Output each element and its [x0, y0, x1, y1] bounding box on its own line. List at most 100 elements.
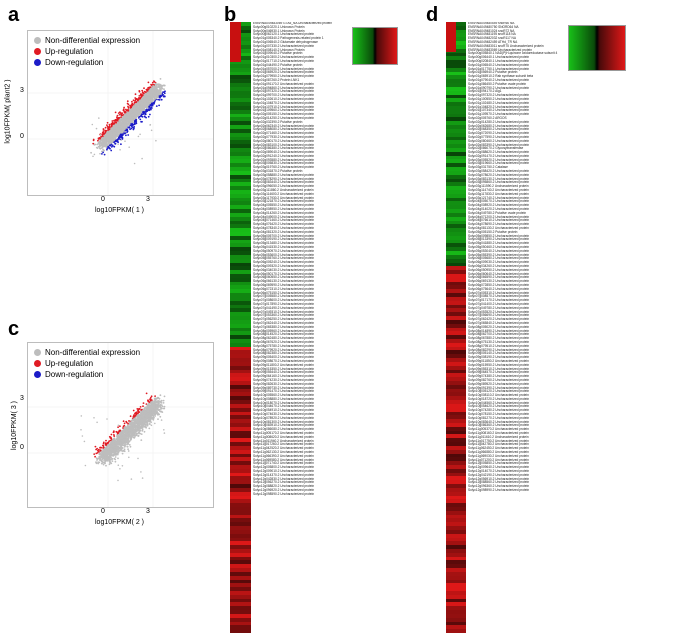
- heatmap-cell: [230, 37, 251, 42]
- scatter-point: [117, 134, 120, 137]
- scatter-point: [148, 105, 151, 108]
- scatter-point: [90, 151, 92, 154]
- scatter-point: [118, 121, 121, 123]
- heatmap-cell: [230, 304, 251, 309]
- scatter-point: [126, 426, 129, 429]
- scatter-point: [138, 99, 141, 102]
- scatter-point: [125, 440, 128, 443]
- scatter-point: [116, 123, 119, 126]
- scatter-point: [111, 460, 114, 462]
- scatter-point: [97, 448, 100, 451]
- scatter-point: [141, 157, 143, 160]
- heatmap-cell: [230, 358, 251, 363]
- scatter-point: [140, 96, 142, 99]
- scatter-point: [100, 135, 102, 138]
- scatter-point: [149, 113, 151, 116]
- scatter-point: [126, 443, 128, 445]
- scatter-point: [102, 128, 105, 131]
- heatmap-cell: [230, 247, 251, 252]
- scatter-point: [160, 407, 163, 410]
- scatter-point: [140, 426, 143, 429]
- scatter-point: [111, 441, 114, 443]
- scatter-point: [159, 78, 162, 80]
- scatter-point: [118, 116, 121, 119]
- scatter-point: [144, 112, 147, 115]
- scatter-point: [117, 444, 120, 446]
- scatter-point: [100, 150, 103, 153]
- scatter-point: [129, 415, 132, 418]
- scatter-point: [100, 459, 102, 462]
- scatter-point: [135, 434, 138, 436]
- scatter-point: [155, 397, 158, 400]
- heatmap-cell: [230, 365, 251, 370]
- scatter-point: [115, 449, 117, 452]
- scatter-point: [159, 400, 162, 403]
- scatter-point: [153, 92, 156, 95]
- scatter-point: [133, 436, 136, 439]
- scatter-point: [144, 412, 146, 414]
- scatter-point: [160, 400, 163, 402]
- scatter-point: [117, 424, 120, 427]
- heatmap-cell: [230, 48, 251, 54]
- scatter-point: [123, 448, 126, 451]
- scatter-point: [152, 418, 155, 421]
- scatter-point: [121, 450, 124, 452]
- heatmap-cell: [230, 212, 251, 218]
- heatmap-cell: [230, 316, 251, 321]
- scatter-point: [156, 86, 159, 89]
- heatmap-cell: [230, 163, 251, 168]
- scatter-point: [130, 478, 133, 480]
- heatmap-cell: [230, 209, 251, 214]
- heatmap-cell: [230, 109, 251, 115]
- scatter-point: [144, 91, 147, 93]
- scatter-point: [110, 444, 113, 447]
- legend-dot-nondiff: [34, 37, 41, 44]
- scatter-point: [153, 90, 155, 93]
- scatter-point: [143, 106, 146, 109]
- heatmap-cell: [230, 361, 251, 367]
- scatter-point: [95, 127, 98, 130]
- scatter-point: [147, 405, 150, 408]
- scatter-point: [103, 139, 105, 141]
- scatter-point: [120, 124, 123, 127]
- scatter-point: [116, 434, 118, 437]
- scatter-point: [143, 430, 146, 433]
- scatter-point: [93, 143, 96, 146]
- heatmap-cell: [230, 350, 251, 355]
- scatter-point: [119, 429, 122, 432]
- scatter-point: [97, 139, 99, 142]
- legend-dot-up: [34, 48, 41, 55]
- scatter-point: [131, 124, 134, 126]
- scatter-point: [121, 452, 124, 455]
- scatter-point: [152, 85, 154, 87]
- scatter-point: [133, 431, 136, 433]
- scatter-point: [114, 124, 117, 126]
- scatter-point: [102, 453, 105, 455]
- scatter-point: [129, 110, 132, 112]
- scatter-point: [124, 131, 126, 133]
- scatter-point: [156, 411, 159, 413]
- scatter-point: [150, 95, 153, 98]
- scatter-point: [159, 84, 161, 87]
- scatter-point: [158, 99, 161, 101]
- scatter-point: [105, 464, 107, 467]
- heatmap-cell: [230, 331, 251, 336]
- scatter-point: [117, 440, 120, 443]
- scatter-point: [99, 446, 102, 449]
- scatter-point: [137, 112, 140, 114]
- scatter-point: [110, 149, 113, 152]
- scatter-point: [137, 432, 139, 435]
- scatter-point: [97, 145, 100, 148]
- scatter-point: [123, 428, 126, 430]
- scatter-point: [102, 148, 104, 151]
- scatter-point: [157, 412, 160, 415]
- scatter-point: [146, 410, 149, 413]
- scatter-point: [140, 103, 143, 105]
- scatter-point: [129, 107, 132, 109]
- scatter-point: [148, 403, 151, 405]
- scatter-point: [132, 432, 135, 435]
- scatter-point: [146, 96, 149, 99]
- heatmap-cell: [230, 266, 251, 271]
- scatter-point: [119, 443, 121, 445]
- scatter-point: [84, 464, 87, 467]
